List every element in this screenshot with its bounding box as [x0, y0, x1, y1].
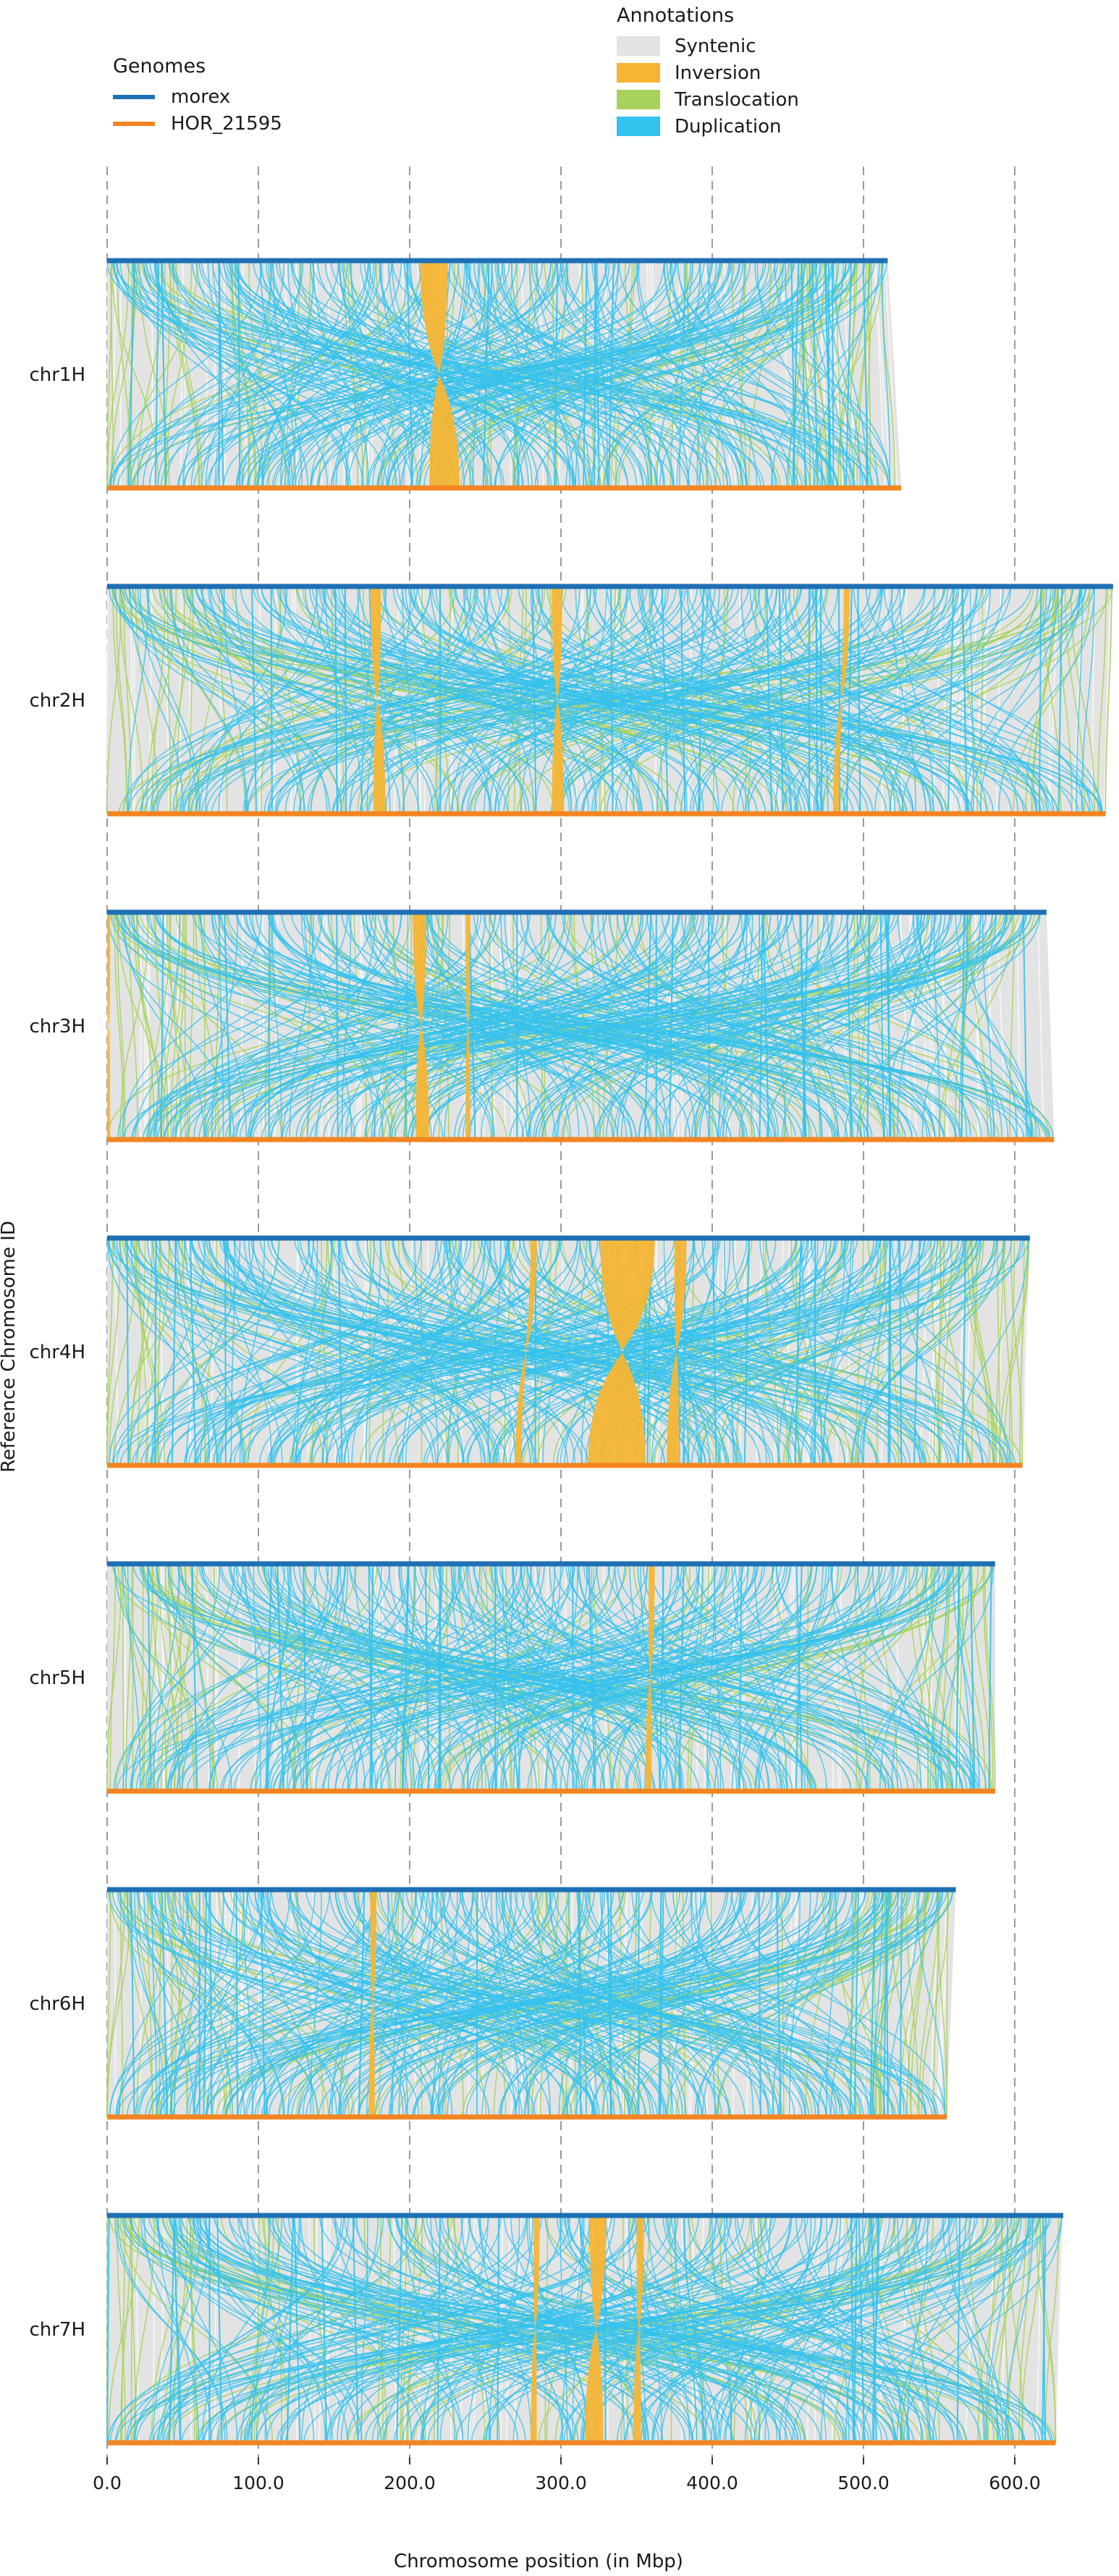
x-tick-label-6: 600.0 [989, 2472, 1041, 2493]
x-tick-label-5: 500.0 [837, 2472, 890, 2493]
chromosome-label-chr1H: chr1H [29, 364, 85, 386]
x-axis: 0.0 100.0 200.0 300.0 400.0 500.0 600.0 [93, 2457, 1041, 2493]
chromosome-panel-chr3H: chr3H [29, 909, 1055, 1142]
chromosome-label-chr2H: chr2H [29, 690, 85, 712]
x-axis-label: Chromosome position (in Mbp) [394, 2551, 683, 2572]
legend-label-hor21595: HOR_21595 [171, 112, 282, 135]
legend-entry-inversion: Inversion [617, 59, 799, 86]
legend-swatch-syntenic [617, 36, 660, 56]
legend-swatch-inversion [617, 63, 660, 83]
inversion-chr5H-0 [646, 1564, 655, 1791]
chromosome-panel-chr6H: chr6H [29, 1887, 956, 2120]
x-tick-label-0: 0.0 [93, 2472, 122, 2493]
chromosome-panel-chr7H: chr7H [29, 2213, 1063, 2446]
inversion-chr3H-1 [465, 912, 470, 1140]
x-tick-label-4: 400.0 [686, 2472, 738, 2493]
inversion-chr4H-1 [515, 1238, 537, 1465]
inversion-chr2H-1 [552, 586, 565, 814]
inversion-chr2H-0 [370, 586, 386, 814]
chromosome-label-chr7H: chr7H [29, 2319, 85, 2341]
annotations-legend: Annotations Syntenic Inversion Transloca… [617, 4, 799, 140]
chromosome-label-chr6H: chr6H [29, 1993, 85, 2015]
x-tick-label-2: 200.0 [384, 2472, 436, 2493]
x-tick-label-1: 100.0 [232, 2472, 284, 2493]
annotations-legend-title: Annotations [617, 4, 735, 27]
inversion-chr7H-1 [633, 2215, 644, 2443]
inversion-chr4H-2 [667, 1238, 687, 1465]
inversion-chr7H-0 [585, 2215, 607, 2443]
inversion-chr2H-2 [833, 586, 850, 814]
duplications-chr3H [107, 912, 1054, 1140]
x-tick-label-3: 300.0 [535, 2472, 587, 2493]
chromosome-panels: chr1H chr2H chr3H chr4H chr5H chr6H chr7H [29, 258, 1113, 2446]
duplications-chr2H [108, 586, 1103, 815]
legend-label-inversion: Inversion [675, 62, 761, 84]
chromosome-panel-chr2H: chr2H [29, 584, 1113, 817]
legend-entry-morex: morex [113, 83, 282, 110]
chromosome-panel-chr1H: chr1H [29, 258, 902, 491]
legend-swatch-morex [113, 94, 155, 99]
genomes-legend-title: Genomes [113, 55, 206, 77]
duplications-chr6H [108, 1889, 954, 2118]
inversion-chr7H-2 [531, 2215, 540, 2443]
inversion-chr3H-2 [107, 912, 111, 1140]
legend-swatch-translocation [617, 90, 660, 109]
chromosome-label-chr3H: chr3H [29, 1016, 85, 1037]
chromosome-label-chr5H: chr5H [29, 1667, 85, 1689]
legend-label-morex: morex [171, 85, 231, 108]
legend-label-syntenic: Syntenic [675, 35, 756, 57]
legend-label-duplication: Duplication [675, 115, 782, 138]
legend-entry-translocation: Translocation [617, 86, 799, 113]
chromosome-label-chr4H: chr4H [29, 1342, 85, 1363]
inversion-chr3H-0 [413, 912, 430, 1140]
legend-swatch-duplication [617, 117, 660, 136]
inversion-chr4H-0 [588, 1238, 655, 1465]
chromosome-panel-chr4H: chr4H [29, 1235, 1030, 1468]
chromosome-panel-chr5H: chr5H [29, 1561, 996, 1794]
inversion-chr1H-0 [420, 261, 460, 488]
genomes-legend: Genomes morex HOR_21595 [113, 55, 282, 137]
inversion-chr6H-0 [368, 1890, 377, 2117]
legend-entry-hor21595: HOR_21595 [113, 110, 282, 137]
legend-entry-syntenic: Syntenic [617, 33, 799, 59]
legend-entry-duplication: Duplication [617, 113, 799, 140]
duplications-chr1H [106, 260, 891, 489]
legend-swatch-hor21595 [113, 121, 155, 126]
y-axis-label: Reference Chromosome ID [0, 1221, 20, 1473]
duplications-chr5H [111, 1563, 995, 1792]
legend-label-translocation: Translocation [675, 88, 799, 111]
